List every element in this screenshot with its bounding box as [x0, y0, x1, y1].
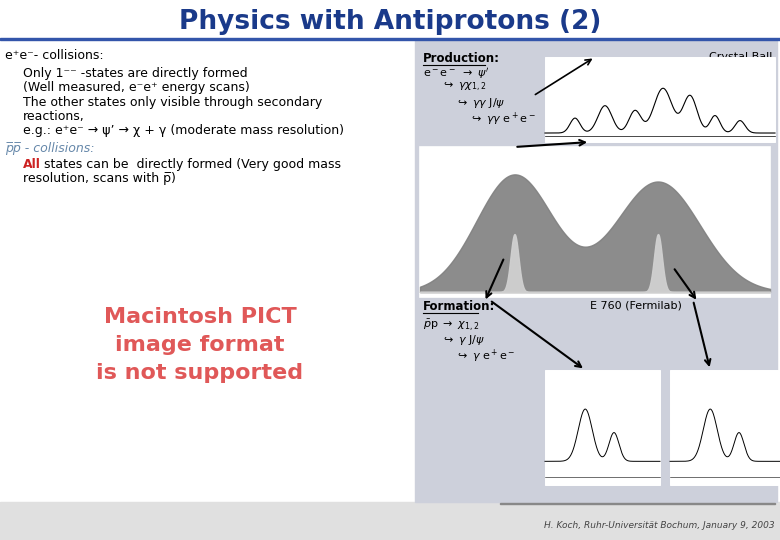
Text: e⁺e⁻- collisions:: e⁺e⁻- collisions: [5, 49, 104, 62]
Text: Macintosh PICT: Macintosh PICT [104, 307, 296, 327]
Text: states can be  directly formed (Very good mass: states can be directly formed (Very good… [40, 158, 341, 171]
Text: Only 1⁻⁻ -states are directly formed: Only 1⁻⁻ -states are directly formed [23, 67, 247, 80]
Bar [0, 37, 780, 40]
Bar [420, 147, 770, 297]
Text: Formation:: Formation: [423, 300, 495, 313]
Text: image format: image format [115, 335, 285, 355]
Text: e$^-$e$^-$ $\rightarrow$ $\psi'$: e$^-$e$^-$ $\rightarrow$ $\psi'$ [423, 66, 489, 81]
Text: $\hookrightarrow$ $\gamma$ e$^+$e$^-$: $\hookrightarrow$ $\gamma$ e$^+$e$^-$ [455, 348, 516, 365]
Text: $\hookrightarrow$ $\gamma$ J/$\psi$: $\hookrightarrow$ $\gamma$ J/$\psi$ [441, 333, 485, 347]
Text: $\hookrightarrow$ $\gamma\gamma$ J/$\psi$: $\hookrightarrow$ $\gamma\gamma$ J/$\psi… [455, 96, 505, 110]
Text: E 760 (Fermilab): E 760 (Fermilab) [590, 300, 682, 310]
Text: resolution, scans with p̅): resolution, scans with p̅) [23, 172, 176, 185]
Text: is not supported: is not supported [97, 363, 303, 383]
Text: Production:: Production: [423, 52, 500, 65]
Text: p̅p̅ - collisions:: p̅p̅ - collisions: [5, 142, 94, 155]
Text: $\bar{p}$p $\rightarrow$ $\chi_{1,2}$: $\bar{p}$p $\rightarrow$ $\chi_{1,2}$ [423, 318, 480, 333]
Text: All: All [23, 158, 41, 171]
Text: H. Koch, Ruhr-Universität Bochum, January 9, 2003: H. Koch, Ruhr-Universität Bochum, Januar… [544, 522, 775, 530]
Bar [545, 57, 775, 142]
Text: (Well measured, e⁻e⁺ energy scans): (Well measured, e⁻e⁺ energy scans) [23, 81, 250, 94]
Text: Physics with Antiprotons (2): Physics with Antiprotons (2) [179, 9, 601, 35]
Text: The other states only visible through secondary: The other states only visible through se… [23, 96, 322, 109]
Text: $\hookrightarrow$ $\gamma\gamma$ e$^+$e$^-$: $\hookrightarrow$ $\gamma\gamma$ e$^+$e$… [469, 111, 536, 129]
Bar [415, 40, 777, 502]
Bar [0, 502, 780, 540]
Bar [500, 503, 775, 504]
Bar [545, 370, 660, 485]
Text: e.g.: e⁺e⁻ → ψ’ → χ + γ (moderate mass resolution): e.g.: e⁺e⁻ → ψ’ → χ + γ (moderate mass r… [23, 124, 344, 137]
Bar [670, 370, 780, 485]
Text: $\hookrightarrow$ $\gamma\chi_{1,2}$: $\hookrightarrow$ $\gamma\chi_{1,2}$ [441, 81, 487, 94]
Text: reactions,: reactions, [23, 110, 85, 123]
Text: Crystal Ball: Crystal Ball [708, 52, 772, 62]
